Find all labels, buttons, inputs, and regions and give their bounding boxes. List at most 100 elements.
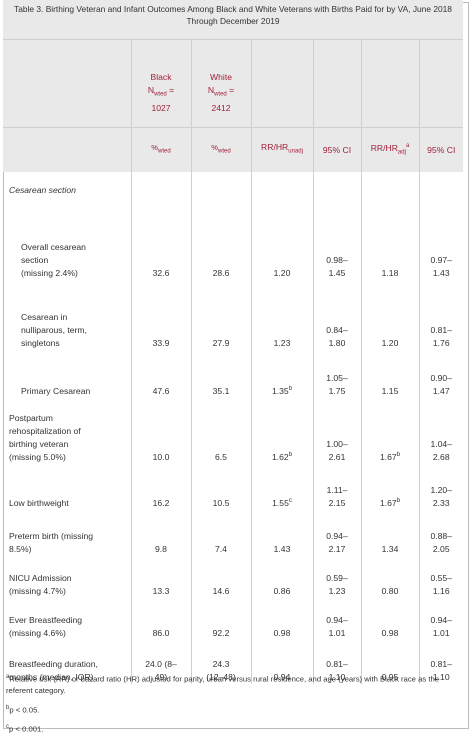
black-pct: 9.8 xyxy=(131,510,192,556)
black-pct: 16.2 xyxy=(131,464,192,510)
rr-adj: 1.20 xyxy=(361,280,420,350)
rr-adj: 0.95 xyxy=(361,640,420,684)
caption-line-1: Table 3. Birthing Veteran and Infant Out… xyxy=(14,4,452,14)
rr-adj: 1.15 xyxy=(361,350,420,398)
table-row: Breastfeeding duration, months (median, I… xyxy=(3,640,463,684)
ci-adj: 0.81– 1.76 xyxy=(430,325,452,348)
section-row: Cesarean section xyxy=(3,172,463,208)
table-row: Preterm birth (missing 8.5%) 9.8 7.4 1.43 0.9… xyxy=(3,510,463,556)
ci-unadj: 0.81– 1.10 xyxy=(313,640,362,684)
footnote-c: cp < 0.001. xyxy=(6,724,44,734)
table-row: Overall cesarean section (missing 2.4%) 32.… xyxy=(3,208,463,280)
black-pct: 10.0 xyxy=(131,398,192,464)
ci-unadj: 1.00– 2.61 xyxy=(313,398,362,464)
header-ci: 95% CI xyxy=(313,127,362,172)
header-row-groups: Black Nwted = 1027 White Nwted = 2412 xyxy=(3,40,463,128)
ci-adj: 1.20– 2.33 xyxy=(430,485,452,508)
header-white-n: Nwted = xyxy=(207,85,235,98)
footnotes: aRelative risk (RR) or hazard ratio (HR)… xyxy=(6,672,458,742)
header-white-label: White xyxy=(210,72,232,83)
ci-unadj: 0.59– 1.23 xyxy=(313,556,362,598)
header-black-count: 1027 xyxy=(151,103,171,113)
header-white: White Nwted = 2412 xyxy=(191,40,252,128)
ci-unadj: 0.98– 1.45 xyxy=(313,208,362,280)
rr-adj: 1.67b xyxy=(361,464,420,510)
table-row: Low birthweight 16.2 10.5 1.55c 1.11– 2.15 1.6… xyxy=(3,464,463,510)
table-body: Overall cesarean section (missing 2.4%) 32.… xyxy=(3,208,463,684)
header-pct-white: %wted xyxy=(191,127,252,172)
row-label: Postpartum rehospitalization of birthing v… xyxy=(3,398,132,464)
row-label: Low birthweight xyxy=(3,464,132,510)
row-label: Cesarean in nulliparous, term, singletons xyxy=(3,280,132,350)
ci-adj: 0.94– 1.01 xyxy=(430,615,452,638)
ci-unadj: 0.84– 1.80 xyxy=(313,280,362,350)
header-blank xyxy=(3,40,132,128)
ci-adj: 1.04– 2.68 xyxy=(430,439,452,462)
footnote-a: aRelative risk (RR) or hazard ratio (HR)… xyxy=(6,674,440,695)
black-pct: 32.6 xyxy=(131,208,192,280)
rr-unadj: 1.55c xyxy=(251,464,314,510)
row-label: Primary Cesarean xyxy=(3,350,132,398)
white-pct: 35.1 xyxy=(191,350,252,398)
header-row-columns: %wted %wted RR/HRunadj 95% CI RR/HRadja … xyxy=(3,127,463,172)
row-label: Ever Breastfeeding (missing 4.6%) xyxy=(3,598,132,640)
rr-unadj: 1.35b xyxy=(251,350,314,398)
black-pct: 86.0 xyxy=(131,598,192,640)
rr-unadj: 1.23 xyxy=(251,280,314,350)
black-pct: 33.9 xyxy=(131,280,192,350)
white-pct: 14.6 xyxy=(191,556,252,598)
ci-unadj: 0.94– 1.01 xyxy=(313,598,362,640)
rr-adj: 1.34 xyxy=(361,510,420,556)
white-pct: 28.6 xyxy=(191,208,252,280)
black-pct: 24.0 (8– 49) xyxy=(131,640,192,684)
outcomes-table: Black Nwted = 1027 White Nwted = 2412 %w… xyxy=(3,40,463,684)
ci-unadj: 1.05– 1.75 xyxy=(313,350,362,398)
white-pct: 7.4 xyxy=(191,510,252,556)
table-row: Postpartum rehospitalization of birthing v… xyxy=(3,398,463,464)
table-row: NICU Admission (missing 4.7%) 13.3 14.6 0.86… xyxy=(3,556,463,598)
caption-line-2: Through December 2019 xyxy=(186,16,280,26)
row-label: Breastfeeding duration, months (median, I… xyxy=(3,640,132,684)
table-caption: Table 3. Birthing Veteran and Infant Out… xyxy=(3,0,463,40)
ci-unadj: 0.94– 2.17 xyxy=(313,510,362,556)
header-pct-black: %wted xyxy=(131,127,192,172)
header-rr-adj: RR/HRadja xyxy=(361,127,420,172)
table-row: Cesarean in nulliparous, term, singletons 3… xyxy=(3,280,463,350)
row-label: Preterm birth (missing 8.5%) xyxy=(3,510,132,556)
ci-adj: 0.97– 1.43 xyxy=(430,255,452,278)
white-pct: 10.5 xyxy=(191,464,252,510)
header-rr-unadj: RR/HRunadj xyxy=(251,127,314,172)
rr-unadj: 0.86 xyxy=(251,556,314,598)
white-pct: 24.3 (12–48) xyxy=(191,640,252,684)
rr-adj: 0.98 xyxy=(361,598,420,640)
rr-unadj: 0.94 xyxy=(251,640,314,684)
header-black: Black Nwted = 1027 xyxy=(131,40,192,128)
header-white-count: 2412 xyxy=(211,103,231,113)
header-ci-2: 95% CI xyxy=(419,127,463,172)
footnote-b: bp < 0.05. xyxy=(6,704,40,715)
rr-unadj: 0.98 xyxy=(251,598,314,640)
white-pct: 27.9 xyxy=(191,280,252,350)
rr-adj: 1.67b xyxy=(361,398,420,464)
rr-adj: 1.18 xyxy=(361,208,420,280)
rr-unadj: 1.20 xyxy=(251,208,314,280)
black-pct: 13.3 xyxy=(131,556,192,598)
table-row: Primary Cesarean 47.6 35.1 1.35b 1.05– 1.75 1.… xyxy=(3,350,463,398)
rr-unadj: 1.62b xyxy=(251,398,314,464)
rr-unadj: 1.43 xyxy=(251,510,314,556)
section-label: Cesarean section xyxy=(3,172,132,208)
ci-adj: 0.55– 1.16 xyxy=(430,573,452,596)
ci-adj: 0.90– 1.47 xyxy=(430,373,452,396)
white-pct: 6.5 xyxy=(191,398,252,464)
table-row: Ever Breastfeeding (missing 4.6%) 86.0 92.2… xyxy=(3,598,463,640)
black-pct: 47.6 xyxy=(131,350,192,398)
ci-adj: 0.81– 1.10 xyxy=(430,659,452,682)
ci-unadj: 1.11– 2.15 xyxy=(313,464,362,510)
white-pct: 92.2 xyxy=(191,598,252,640)
ci-adj: 0.88– 2.05 xyxy=(430,531,452,554)
header-black-label: Black xyxy=(150,72,172,83)
rr-adj: 0.80 xyxy=(361,556,420,598)
header-black-n: Nwted = xyxy=(147,85,175,98)
row-label: NICU Admission (missing 4.7%) xyxy=(3,556,132,598)
row-label: Overall cesarean section (missing 2.4%) xyxy=(3,208,132,280)
